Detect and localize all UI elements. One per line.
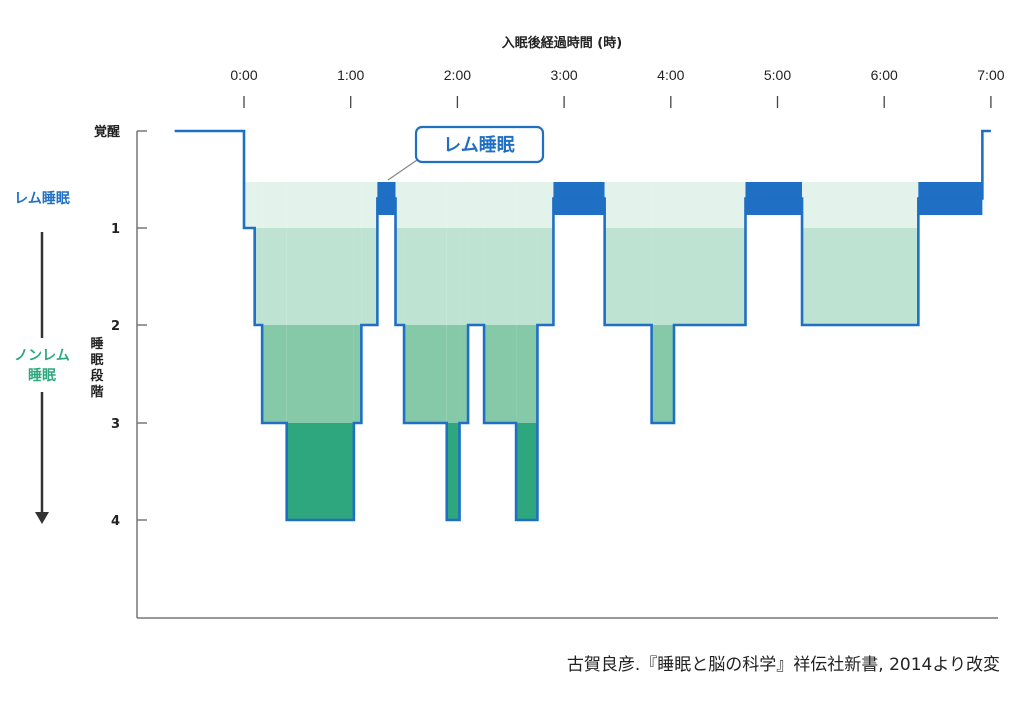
x-tick-label: 0:00	[230, 67, 257, 83]
stage-fill-1	[537, 182, 554, 228]
stage-fill-1	[802, 182, 919, 228]
callout-box	[414, 125, 545, 164]
source-citation: 古賀良彦.『睡眠と脳の科学』祥伝社新書, 2014より改変	[566, 655, 1000, 675]
x-tick-label: 2:00	[444, 67, 471, 83]
stage-fill-1	[286, 182, 354, 228]
stage-fill-3	[459, 325, 469, 423]
y-tick-label: 4	[111, 514, 120, 529]
stage-fill-1	[254, 182, 263, 228]
stage-fill-2	[361, 228, 378, 325]
stage-fill-3	[651, 325, 675, 423]
y-tick-label: 1	[111, 222, 120, 237]
y-axis-title-char: 段	[90, 368, 103, 384]
stage-fill-1	[361, 182, 378, 228]
stage-fill-2	[254, 228, 263, 325]
stage-fill-4	[446, 423, 460, 520]
stage-fill-2	[537, 228, 554, 325]
stage-fill-3	[446, 325, 460, 423]
callout-pointer	[387, 157, 421, 181]
rem-side-label: レム睡眠	[14, 191, 70, 207]
stage-fill-2	[353, 228, 362, 325]
axes	[136, 130, 998, 619]
stage-fill-1	[262, 182, 287, 228]
x-axis-title: 入眠後経過時間 (時)	[502, 35, 622, 51]
stage-fills	[244, 182, 983, 520]
stage-fill-1	[353, 182, 362, 228]
stage-fill-2	[395, 228, 405, 325]
stage-fill-1	[484, 182, 517, 228]
stage-fill-3	[484, 325, 517, 423]
stage-fill-1	[446, 182, 460, 228]
stage-fill-3	[286, 325, 354, 423]
stage-fill-2	[802, 228, 919, 325]
stage-fill-1	[516, 182, 538, 228]
hypnogram-line	[174, 129, 991, 522]
stage-fill-2	[446, 228, 460, 325]
stage-fill-1	[395, 182, 405, 228]
stage-fill-4	[516, 423, 538, 520]
stage-fill-2	[651, 228, 675, 325]
x-tick-label: 7:00	[977, 67, 1004, 83]
stage-fill-1	[604, 182, 652, 228]
depth-arrow-head	[35, 512, 49, 524]
x-tick-label: 1:00	[337, 67, 364, 83]
stage-fill-2	[286, 228, 354, 325]
y-axis-title-char: 眠	[90, 353, 103, 368]
stage-fill-3	[404, 325, 447, 423]
stage-fill-2	[674, 228, 746, 325]
stage-fill-2	[484, 228, 517, 325]
stage-fill-1	[459, 182, 469, 228]
hypnogram-chart: 0:00 1:00 2:00 3:00 4:00 5:00 6:00 7:00 覚醒1234 …	[14, 35, 1005, 619]
stage-fill-2	[404, 228, 447, 325]
x-tick-label: 4:00	[657, 67, 684, 83]
y-axis-title-char: 階	[90, 384, 103, 400]
x-tick-label: 5:00	[764, 67, 791, 83]
stage-fill-3	[262, 325, 287, 423]
x-tick-label: 6:00	[871, 67, 898, 83]
stage-fill-2	[516, 228, 538, 325]
stage-fill-1	[468, 182, 485, 228]
x-ticks: 0:00 1:00 2:00 3:00 4:00 5:00 6:00 7:00	[230, 67, 1005, 108]
stage-fill-1	[404, 182, 447, 228]
nonrem-side-label-2: 睡眠	[28, 368, 56, 384]
y-tick-label: 2	[111, 319, 120, 334]
callout-label: レム睡眠	[443, 135, 515, 156]
stage-fill-3	[353, 325, 362, 423]
y-labels: 覚醒 1 2 3 4	[93, 124, 120, 529]
rem-callout: レム睡眠	[387, 125, 545, 181]
nonrem-side-label-1: ノンレム	[14, 348, 70, 364]
stage-fill-2	[468, 228, 485, 325]
x-tick-label: 3:00	[550, 67, 577, 83]
stage-fill-2	[459, 228, 469, 325]
stage-fill-1	[244, 182, 255, 228]
y-tick-label: 覚醒	[93, 124, 120, 140]
stage-fill-2	[604, 228, 652, 325]
stage-fill-1	[674, 182, 746, 228]
stage-fill-4	[286, 423, 354, 520]
stage-fill-3	[516, 325, 538, 423]
stage-fill-2	[262, 228, 287, 325]
y-tick-label: 3	[111, 417, 120, 432]
y-axis-title-char: 睡	[90, 336, 103, 352]
stage-fill-1	[651, 182, 675, 228]
